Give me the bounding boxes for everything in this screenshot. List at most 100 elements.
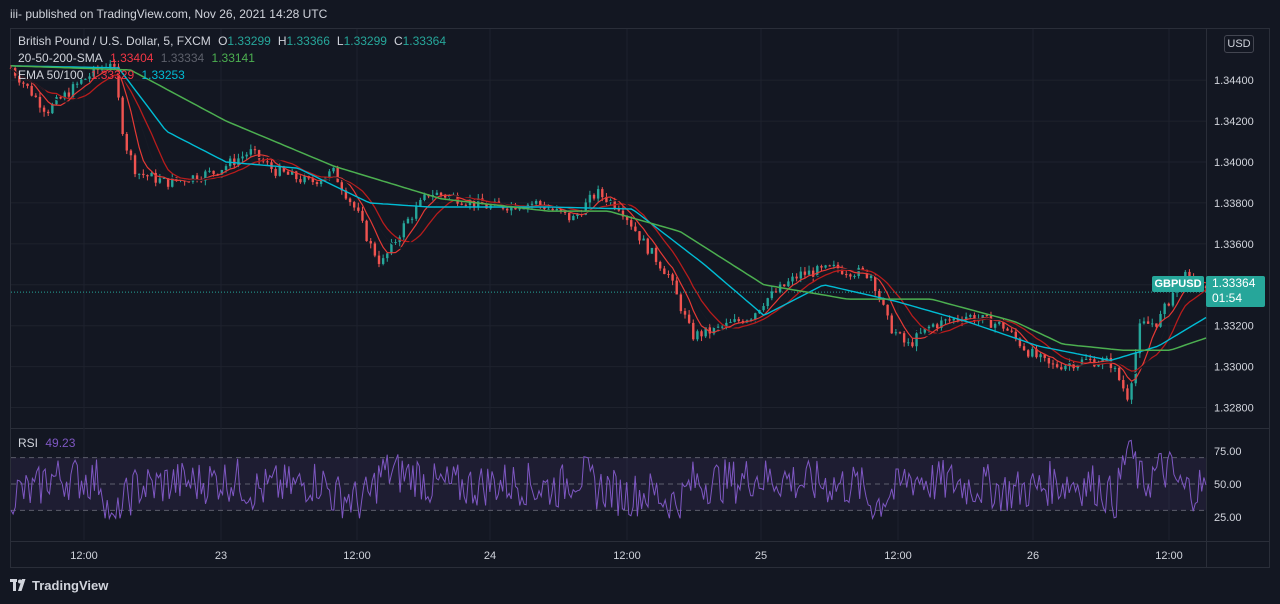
candle-body	[133, 155, 137, 175]
candle-body	[129, 150, 133, 156]
legend-sma-row[interactable]: 20-50-200-SMA 1.33404 1.33334 1.33141	[18, 51, 259, 65]
candle-body	[1159, 314, 1162, 327]
candle-body	[92, 67, 95, 77]
sma-label: 20-50-200-SMA	[18, 51, 103, 65]
legend-ema-row[interactable]: EMA 50/100 1.33329 1.33253	[18, 68, 189, 82]
candle-body	[410, 218, 414, 220]
candle-body	[443, 195, 447, 198]
candle-body	[708, 327, 712, 334]
candle-body	[208, 170, 211, 172]
price-tick-label: 1.33600	[1214, 239, 1254, 251]
candle-body	[1002, 321, 1005, 329]
candle-body	[762, 306, 765, 311]
candle-body	[816, 266, 819, 277]
price-tick-label: 1.33800	[1214, 198, 1254, 210]
time-tick-label: 12:00	[1155, 550, 1183, 562]
candle-body	[1026, 350, 1030, 357]
candle-body	[601, 189, 604, 198]
candle-body	[766, 298, 769, 307]
candle-body	[563, 211, 567, 213]
candle-body	[687, 314, 691, 323]
candle-body	[439, 192, 443, 196]
candle-body	[911, 342, 914, 347]
last-price-tag: 1.33364 01:54	[1206, 276, 1265, 307]
price-tick-label: 1.34000	[1214, 157, 1254, 169]
candle-body	[216, 173, 219, 175]
candle-body	[671, 274, 674, 281]
candle-body	[828, 265, 831, 267]
candle-body	[712, 327, 716, 334]
candle-body	[75, 83, 79, 85]
candle-body	[944, 319, 947, 321]
candle-body	[803, 271, 807, 275]
candle-body	[832, 264, 836, 267]
candle-body	[328, 171, 331, 178]
candle-body	[1122, 379, 1125, 389]
candle-body	[993, 323, 997, 328]
candle-body	[625, 216, 629, 221]
candle-body	[212, 170, 215, 174]
candle-body	[365, 220, 368, 242]
candle-body	[882, 298, 885, 305]
candle-body	[274, 168, 277, 176]
candle-body	[807, 270, 811, 275]
candle-body	[592, 194, 596, 199]
candle-body	[1138, 323, 1142, 354]
candle-body	[539, 201, 542, 205]
price-tick-label: 1.34400	[1214, 75, 1254, 87]
candle-body	[1105, 357, 1108, 360]
candle-body	[1134, 353, 1137, 384]
candle-body	[1188, 271, 1191, 277]
candle-body	[820, 266, 823, 268]
candle-body	[551, 208, 554, 211]
candle-body	[811, 270, 815, 277]
candle-body	[1060, 367, 1063, 370]
rsi-value: 49.23	[45, 436, 76, 450]
candle-body	[42, 107, 46, 112]
rsi-tick-label: 25.00	[1214, 512, 1242, 524]
sma50-value: 1.33334	[160, 51, 205, 65]
candle-body	[998, 321, 1001, 324]
candle-body	[530, 203, 534, 205]
candle-body	[654, 247, 658, 262]
candle-body	[336, 167, 339, 183]
candle-body	[505, 208, 509, 211]
brand-text: TradingView	[32, 578, 109, 593]
candle-body	[1117, 367, 1121, 380]
price-tick-label: 1.32800	[1214, 403, 1254, 415]
legend-rsi-row[interactable]: RSI 49.23	[18, 436, 79, 450]
candle-body	[886, 304, 889, 316]
candle-body	[704, 327, 707, 337]
candle-body	[332, 167, 335, 172]
candle-body	[1167, 303, 1170, 306]
candle-body	[1142, 321, 1146, 324]
candle-body	[981, 315, 984, 320]
candle-body	[344, 190, 348, 199]
sma50-line	[10, 67, 1207, 375]
candle-body	[142, 173, 145, 176]
ohlc-l: L1.33299	[336, 34, 387, 48]
candle-body	[857, 267, 860, 276]
candle-body	[969, 315, 972, 317]
candle-body	[795, 276, 798, 279]
candle-body	[435, 192, 439, 196]
candle-body	[390, 242, 393, 254]
candle-body	[162, 177, 166, 179]
candle-body	[121, 97, 124, 135]
candle-body	[534, 201, 538, 204]
candle-body	[845, 274, 848, 276]
candle-body	[84, 78, 87, 80]
currency-button[interactable]: USD	[1224, 35, 1254, 53]
tradingview-brand[interactable]: TradingView	[10, 576, 108, 596]
candle-body	[373, 243, 377, 256]
candle-body	[59, 97, 62, 99]
candle-body	[319, 180, 323, 185]
candle-body	[386, 253, 389, 259]
ohlc-values: O1.33299 H1.33366 L1.33299 C1.33364	[218, 34, 453, 48]
candle-body	[204, 171, 207, 181]
candle-body	[840, 269, 844, 275]
candle-body	[861, 267, 864, 271]
candle-body	[237, 158, 240, 166]
candle-body	[245, 154, 248, 157]
